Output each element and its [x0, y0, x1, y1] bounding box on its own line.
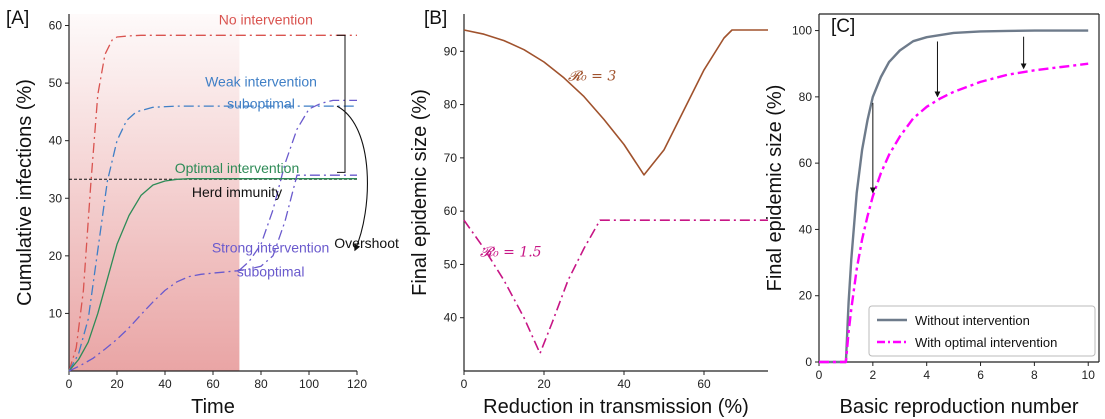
y-tick-label: 30 — [49, 191, 63, 205]
panel-b-ticks: 0 20 40 60 40 50 60 70 80 90 — [444, 44, 711, 391]
y-tick-label: 100 — [792, 24, 812, 38]
y-tick-label: 20 — [49, 249, 63, 263]
y-tick-label: 60 — [49, 19, 63, 33]
panel-c-legend: Without intervention With optimal interv… — [869, 306, 1095, 356]
y-tick-label: 40 — [444, 311, 458, 325]
y-tick-label: 20 — [799, 289, 813, 303]
panel-a-y-axis-title: Cumulative infections (%) — [14, 79, 36, 306]
y-tick-label: 60 — [799, 156, 813, 170]
panel-c-x-axis-title: Basic reproduction number — [839, 396, 1078, 418]
x-tick-label: 120 — [347, 377, 367, 391]
panel-b-y-axis-title: Final epidemic size (%) — [409, 89, 431, 296]
annotation-r0-3: 𝓡₀ = 3 — [568, 69, 616, 85]
annotation-herd-immunity: Herd immunity — [192, 184, 282, 200]
x-tick-label: 100 — [299, 377, 319, 391]
annotation-r0-1-5: 𝓡₀ = 1.5 — [480, 244, 542, 260]
panel-a-x-axis-title: Time — [191, 396, 235, 418]
y-tick-label: 50 — [444, 257, 458, 271]
y-tick-label: 50 — [49, 76, 63, 90]
y-tick-label: 40 — [799, 222, 813, 236]
x-tick-label: 60 — [697, 377, 711, 391]
panel-c-arrows — [873, 37, 1024, 193]
series-line-1 — [464, 220, 768, 353]
y-tick-label: 70 — [444, 151, 458, 165]
legend-label-without-intervention: Without intervention — [915, 313, 1030, 328]
y-tick-label: 80 — [444, 98, 458, 112]
panel-c-y-axis-title: Final epidemic size (%) — [764, 85, 786, 292]
annotation-optimal-intervention: Optimal intervention — [175, 160, 300, 176]
x-tick-label: 40 — [617, 377, 631, 391]
x-tick-label: 80 — [254, 377, 268, 391]
panel-b-letter: [B] — [424, 8, 447, 29]
x-tick-label: 0 — [461, 377, 468, 391]
panel-c-letter: [C] — [831, 16, 855, 37]
y-tick-label: 80 — [799, 90, 813, 104]
y-tick-label: 90 — [444, 44, 458, 58]
x-tick-label: 20 — [537, 377, 551, 391]
x-tick-label: 4 — [923, 368, 930, 382]
annotation-no-intervention: No intervention — [219, 11, 313, 27]
legend-label-with-optimal-intervention: With optimal intervention — [915, 335, 1057, 350]
annotation-weak-intervention: Weak intervention — [205, 74, 317, 90]
x-tick-label: 40 — [158, 377, 172, 391]
y-tick-label: 40 — [49, 134, 63, 148]
series-line-0 — [464, 30, 768, 175]
panel-b-axes — [464, 14, 768, 371]
annotation-weak-suboptimal: suboptimal — [227, 95, 295, 111]
y-tick-label: 10 — [49, 306, 63, 320]
x-tick-label: 2 — [870, 368, 877, 382]
annotation-overshoot: Overshoot — [334, 235, 399, 251]
x-tick-label: 8 — [1031, 368, 1038, 382]
x-tick-label: 60 — [206, 377, 220, 391]
x-tick-label: 0 — [66, 377, 73, 391]
panel-a: 0 20 40 60 80 100 120 10 20 30 40 50 60 [A] Time Cum… — [6, 8, 399, 418]
panel-b-x-axis-title: Reduction in transmission (%) — [483, 396, 749, 418]
y-tick-label: 0 — [805, 355, 812, 369]
annotation-strong-suboptimal: suboptimal — [237, 264, 305, 280]
y-tick-label: 60 — [444, 204, 458, 218]
panel-a-letter: [A] — [6, 8, 29, 29]
x-tick-label: 0 — [816, 368, 823, 382]
panel-b: 0 20 40 60 40 50 60 70 80 90 [B] Reduction in tra… — [409, 8, 768, 418]
annotation-strong-intervention: Strong intervention — [212, 239, 330, 255]
x-tick-label: 10 — [1082, 368, 1096, 382]
x-tick-label: 20 — [110, 377, 124, 391]
overshoot-bracket — [337, 35, 345, 172]
x-tick-label: 6 — [977, 368, 984, 382]
